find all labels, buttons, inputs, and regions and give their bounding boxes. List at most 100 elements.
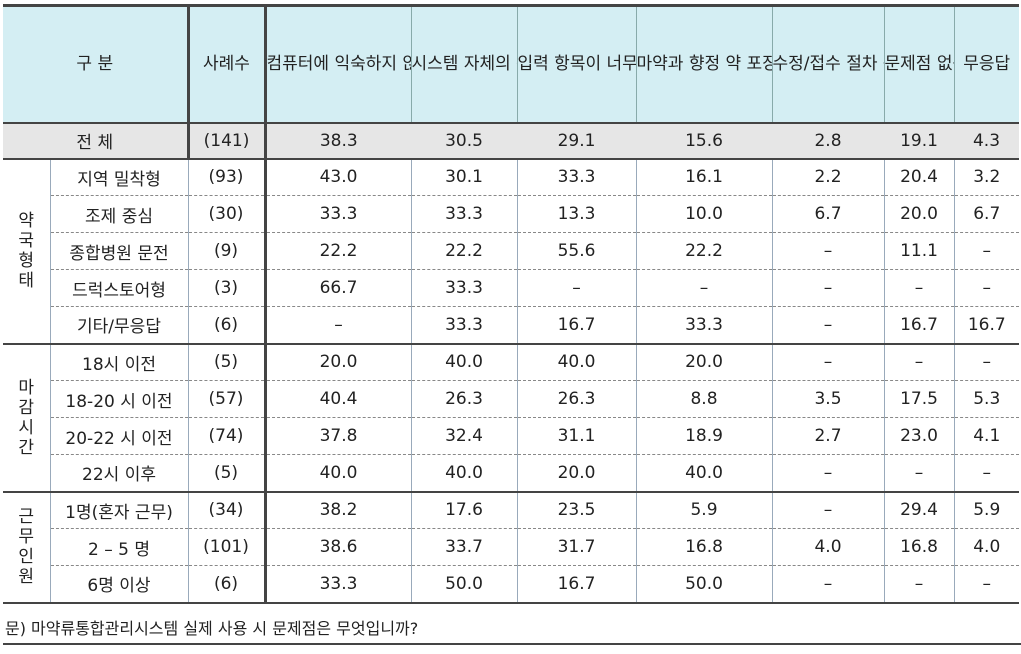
- row-value: 43.0: [265, 158, 412, 196]
- row-value: 16.8: [884, 528, 955, 566]
- row-value: 20.0: [636, 343, 773, 381]
- row-label: 18-20 시 이전: [50, 380, 189, 418]
- row-value: 6.7: [772, 195, 885, 233]
- row-value: 5.9: [954, 491, 1019, 529]
- row-value: 4.1: [954, 417, 1019, 455]
- row-value: 5.3: [954, 380, 1019, 418]
- row-label: 20-22 시 이전: [50, 417, 189, 455]
- question-text: 문) 마약류통합관리시스템 실제 사용 시 문제점은 무엇입니까?: [3, 615, 1021, 645]
- row-value: 29.4: [884, 491, 955, 529]
- row-value: 16.7: [517, 565, 637, 604]
- row-value: 33.3: [517, 158, 637, 196]
- table-body: 전 체 (141) 38.3 30.5 29.1 15.6 2.8 19.1 4…: [3, 122, 1019, 604]
- row-count: (57): [188, 380, 267, 418]
- row-label: 조제 중심: [50, 195, 189, 233]
- row-value: 13.3: [517, 195, 637, 233]
- row-value: –: [772, 269, 885, 307]
- total-value: 4.3: [954, 122, 1019, 160]
- row-value: 33.3: [265, 565, 412, 604]
- table-row: 2 – 5 명 (101) 38.6 33.7 31.7 16.8 4.0 16.8 4.0: [3, 528, 1019, 566]
- total-value: 2.8: [772, 122, 884, 160]
- row-label: 6명 이상: [50, 565, 189, 604]
- row-value: 38.6: [265, 528, 412, 566]
- total-value: 30.5: [411, 122, 517, 160]
- survey-table: 구 분 사례수 컴퓨터에 익숙하지 않아 누락/착오로 행정처분 걱정 시스템 …: [3, 4, 1019, 604]
- group-label: 근무 인원: [3, 491, 51, 604]
- row-value: 33.7: [411, 528, 518, 566]
- row-value: –: [954, 343, 1019, 381]
- row-value: –: [954, 565, 1019, 604]
- row-value: 17.6: [411, 491, 518, 529]
- row-value: 6.7: [954, 195, 1019, 233]
- row-value: –: [772, 343, 885, 381]
- row-value: 3.2: [954, 158, 1019, 196]
- row-value: 16.7: [954, 306, 1019, 345]
- row-value: 8.8: [636, 380, 773, 418]
- row-count: (5): [188, 343, 267, 381]
- row-value: 16.8: [636, 528, 773, 566]
- row-value: 3.5: [772, 380, 885, 418]
- row-value: 32.4: [411, 417, 518, 455]
- row-value: –: [884, 565, 955, 604]
- row-value: –: [954, 454, 1019, 493]
- row-value: 31.1: [517, 417, 637, 455]
- row-value: 50.0: [411, 565, 518, 604]
- row-label: 지역 밀착형: [50, 158, 189, 196]
- header-col-5: 수정/접수 절차 등 복잡하고 어려움: [772, 4, 885, 124]
- row-value: 11.1: [884, 232, 955, 270]
- header-col-1: 컴퓨터에 익숙하지 않아 누락/착오로 행정처분 걱정: [265, 4, 412, 124]
- row-count: (6): [188, 565, 267, 604]
- row-value: 10.0: [636, 195, 773, 233]
- row-value: 40.0: [411, 343, 518, 381]
- row-value: 26.3: [411, 380, 518, 418]
- row-value: 31.7: [517, 528, 637, 566]
- row-value: 33.3: [411, 195, 518, 233]
- row-value: –: [954, 232, 1019, 270]
- group-label-text: 마감 시간: [18, 377, 35, 458]
- row-value: 22.2: [265, 232, 412, 270]
- row-label: 18시 이전: [50, 343, 189, 381]
- row-value: –: [636, 269, 773, 307]
- table-row: 마감 시간 18시 이전 (5) 20.0 40.0 40.0 20.0– – –: [3, 343, 1019, 493]
- row-value: 37.8: [265, 417, 412, 455]
- table-row: 6명 이상 (6) 33.3 50.0 16.7 50.0– – –: [3, 565, 1019, 604]
- total-value: 15.6: [636, 122, 772, 160]
- header-col-6: 문제점 없음: [884, 4, 955, 124]
- row-value: 5.9: [636, 491, 773, 529]
- row-label: 종합병원 문전: [50, 232, 189, 270]
- row-value: 22.2: [636, 232, 773, 270]
- row-value: –: [265, 306, 412, 345]
- header-col-2: 시스템 자체의 문제점이 많음: [411, 4, 518, 124]
- row-value: 50.0: [636, 565, 773, 604]
- total-label: 전 체: [3, 122, 190, 160]
- total-row: 전 체 (141) 38.3 30.5 29.1 15.6 2.8 19.1 4…: [3, 122, 1019, 160]
- table-row: 18-20 시 이전 (57) 40.4 26.3 26.3 8.8 3.5 17.5 5.3: [3, 380, 1019, 418]
- row-value: 38.2: [265, 491, 412, 529]
- row-count: (34): [188, 491, 267, 529]
- row-value: –: [884, 343, 955, 381]
- table-row: 근무 인원 1명(혼자 근무) (34) 38.2 17.6 23.5 5.9–29.4 5.…: [3, 491, 1019, 604]
- table-row: 드럭스토어형 (3) 66.7 33.3– – – – –: [3, 269, 1019, 307]
- row-label: 22시 이후: [50, 454, 189, 493]
- group-label-text: 약국 형태: [18, 211, 35, 291]
- row-count: (101): [188, 528, 267, 566]
- row-value: 18.9: [636, 417, 773, 455]
- row-value: 33.3: [636, 306, 773, 345]
- row-value: 40.0: [517, 343, 637, 381]
- row-value: –: [954, 269, 1019, 307]
- row-value: 20.0: [884, 195, 955, 233]
- row-value: 16.7: [884, 306, 955, 345]
- row-label: 2 – 5 명: [50, 528, 189, 566]
- row-value: –: [772, 232, 885, 270]
- table-row: 종합병원 문전 (9) 22.2 22.2 55.6 22.2–11.1–: [3, 232, 1019, 270]
- row-value: 40.4: [265, 380, 412, 418]
- table-row: 20-22 시 이전 (74) 37.8 32.4 31.1 18.9 2.7 23.0 4.1: [3, 417, 1019, 455]
- row-value: 40.0: [411, 454, 518, 493]
- row-value: 30.1: [411, 158, 518, 196]
- row-value: 16.1: [636, 158, 773, 196]
- table-row: 22시 이후 (5) 40.0 40.0 20.0 40.0– – –: [3, 454, 1019, 493]
- row-value: 33.3: [411, 306, 518, 345]
- total-value: 38.3: [265, 122, 411, 160]
- header-col-4: 마약과 향정 약 포장 비규격화로 입력이 불편: [636, 4, 773, 124]
